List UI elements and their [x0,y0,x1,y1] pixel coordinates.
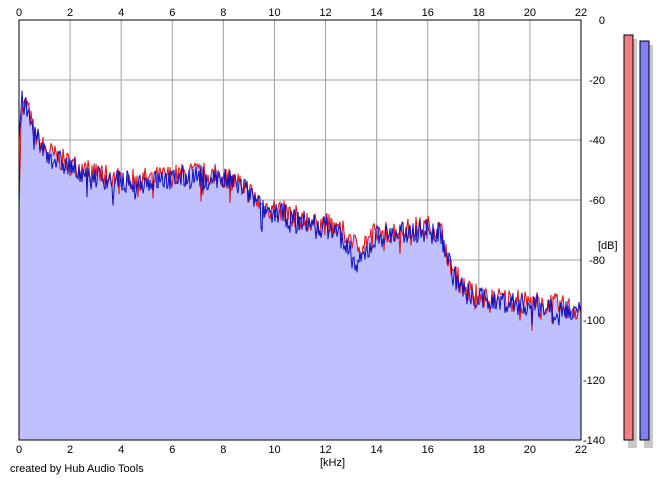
y-tick-label: 0 [599,15,605,27]
y-tick-label: -60 [589,195,605,207]
x-tick-label-bottom: 12 [319,444,331,456]
y-tick-label: -40 [589,135,605,147]
y-tick-label: -120 [583,375,605,387]
y-tick-label: -80 [589,255,605,267]
x-tick-label-top: 14 [371,7,383,19]
x-tick-label-top: 2 [67,7,73,19]
level-meter-right [639,40,650,441]
x-tick-label-top: 10 [268,7,280,19]
x-tick-label-bottom: 20 [524,444,536,456]
y-axis-label: [dB] [598,240,618,252]
x-tick-label-bottom: 10 [268,444,280,456]
y-tick-label: -20 [589,75,605,87]
plot-border [18,19,582,441]
x-tick-label-bottom: 4 [118,444,124,456]
x-tick-label-top: 16 [422,7,434,19]
x-tick-label-bottom: 14 [371,444,383,456]
credit-text: created by Hub Audio Tools [10,463,144,475]
x-tick-label-top: 0 [16,7,22,19]
series-line-blue [18,90,582,327]
x-tick-label-top: 22 [575,7,587,19]
x-tick-label-top: 12 [319,7,331,19]
x-tick-label-bottom: 6 [169,444,175,456]
x-tick-label-bottom: 8 [220,444,226,456]
x-tick-label-bottom: 16 [422,444,434,456]
x-tick-label-top: 20 [524,7,536,19]
y-tick-label: -140 [583,435,605,447]
x-tick-label-top: 8 [220,7,226,19]
x-tick-label-bottom: 22 [575,444,587,456]
x-tick-label-top: 6 [169,7,175,19]
level-meter-left [623,34,634,441]
x-tick-label-top: 18 [473,7,485,19]
y-tick-label: -100 [583,315,605,327]
x-tick-label-top: 4 [118,7,124,19]
x-tick-label-bottom: 2 [67,444,73,456]
x-axis-label: [kHz] [320,457,346,469]
x-tick-label-bottom: 18 [473,444,485,456]
x-tick-label-bottom: 0 [16,444,22,456]
spectrum-fill-area [19,90,581,440]
